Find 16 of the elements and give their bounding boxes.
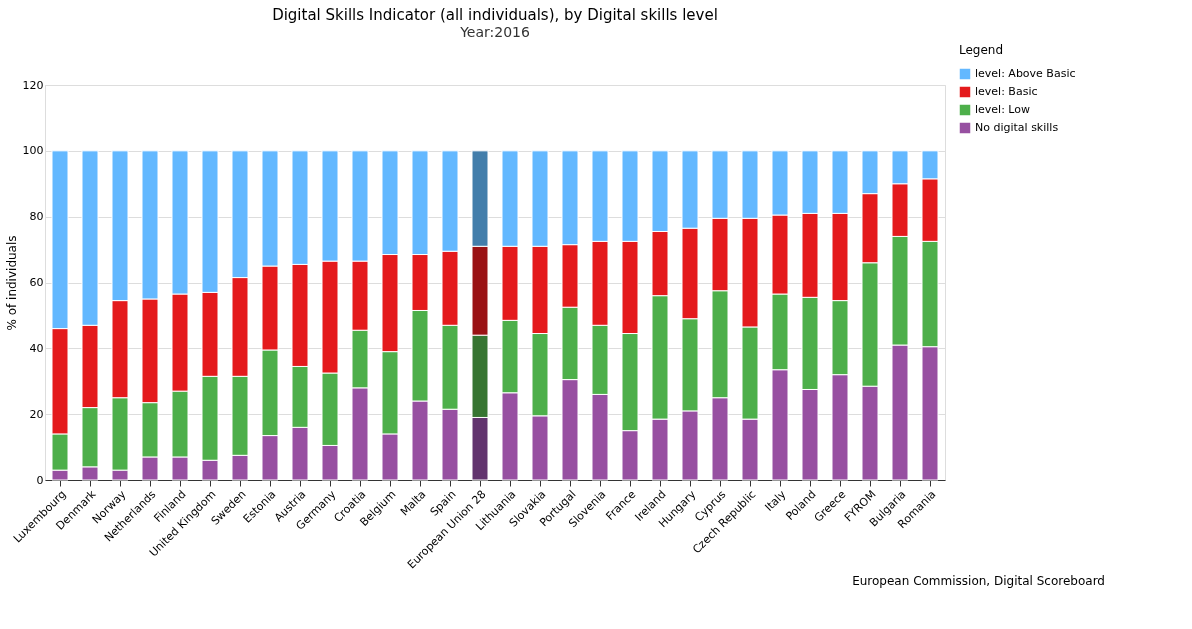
y-tick-label: 100 xyxy=(22,144,44,158)
y-tick-label: 60 xyxy=(29,276,44,289)
chart-subtitle: Year:2016 xyxy=(459,24,530,40)
text: European Commission, Digital Scoreboard xyxy=(852,574,1105,588)
legend-label: level: Low xyxy=(975,103,1031,116)
y-tick-label: 0 xyxy=(36,473,44,487)
legend-title: Legend xyxy=(959,43,1004,57)
legend-label: level: Above Basic xyxy=(975,67,1076,80)
y-tick-label: 40 xyxy=(29,341,44,355)
y-axis-title: % of individuals xyxy=(4,235,19,331)
legend-label: level: Basic xyxy=(975,85,1038,98)
y-tick-label: 120 xyxy=(22,78,44,92)
chart-title: Digital Skills Indicator (all individuals), by Digital skills level xyxy=(272,6,718,24)
y-tick-label: 20 xyxy=(29,407,44,421)
y-tick-label: 80 xyxy=(29,210,44,224)
legend-label: No digital skills xyxy=(975,121,1059,134)
